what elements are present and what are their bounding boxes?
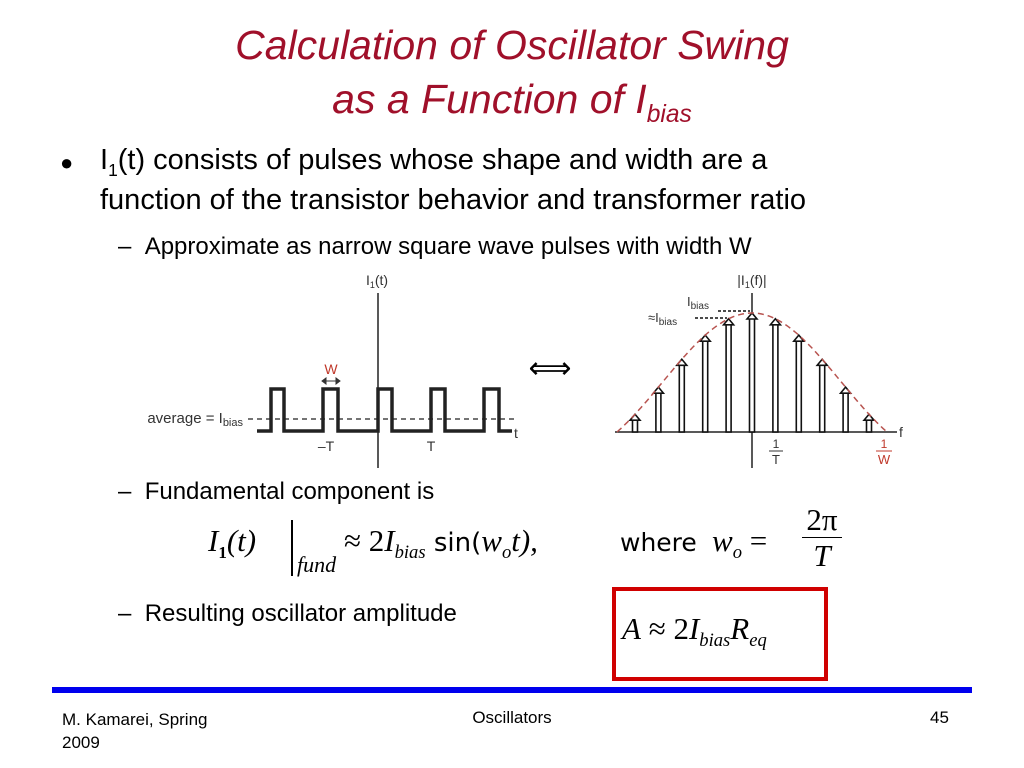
bullet-line2: function of the transistor behavior and … [100,184,807,216]
width-label: W [324,361,338,377]
dash: – [118,600,132,627]
footer-author-line1: M. Kamarei, Spring [62,710,208,729]
amp-approx: ≈ 2 [640,611,689,646]
sub-bullet-3: – Resulting oscillator amplitude [118,600,457,628]
pulse-train [257,387,512,433]
eq-fraction: 2π T [802,503,842,574]
tick-1-over-T: 1 T [769,437,783,467]
spectral-line [792,333,806,433]
svg-text:1: 1 [773,437,780,451]
spectral-line [651,385,666,433]
amp-R: R [730,611,750,646]
freq-ylabel: |I1(f)| [737,272,766,290]
spectral-line [862,412,876,433]
approx-label: ≈Ibias [648,310,677,328]
eq-where: where [620,528,697,557]
amp-A: A [622,611,641,646]
bullet-dot: ● [60,150,74,175]
sub-bullet-text: Approximate as narrow square wave pulses… [144,233,752,260]
footer-center: Oscillators [472,708,552,727]
svg-text:1: 1 [881,437,888,451]
spectral-line [815,358,829,433]
bullet-prefix-sub: 1 [108,159,118,180]
title-subscript: bias [646,101,692,129]
dash: – [118,478,132,505]
bullet-text: (t) consists of pulses whose shape and w… [117,144,768,176]
svg-text:W: W [878,452,891,467]
svg-text:T: T [772,452,780,467]
spectral-line [698,333,712,433]
freq-xlabel: f [899,424,903,440]
sub-bullet-2: – Fundamental component is [118,478,434,506]
tick-T: T [427,438,436,454]
amp-I-sub: bias [699,630,731,652]
time-xlabel: t [514,425,518,441]
slide-number: 45 [930,708,949,727]
slide-title-line2: as a Function of Ibias [0,76,1024,138]
eq-w2-sub: o [732,542,742,564]
eq-lhs-arg: (t) [226,523,257,558]
amp-I: I [688,611,700,646]
footer-rule [52,687,972,693]
time-ylabel: I1(t) [366,272,388,290]
sinc-envelope [616,312,888,433]
bullet-line1: I1(t) consists of pulses whose shape and… [100,144,767,181]
sub-bullet-1: – Approximate as narrow square wave puls… [118,233,752,261]
eq-w-sub: o [501,542,512,564]
width-arrow [321,377,341,385]
eq-rhs-I: I [384,523,395,558]
frac-bar [802,537,842,538]
frac-den: T [813,538,831,573]
footer-author-line2: 2009 [62,733,100,752]
eq-t: t), [511,523,538,558]
equation-amplitude: A ≈ 2IbiasReq [622,611,767,652]
eq-lhs-sub: 1 [218,543,227,563]
eq-equals: = [749,523,768,558]
eq-rhs-sub: bias [394,542,426,564]
footer-author: M. Kamarei, Spring 2009 [62,708,208,754]
tick-1-over-W: 1 W [876,437,892,467]
eq-w: w [481,523,502,558]
highlight-box [612,587,828,681]
slide-title-line1: Calculation of Oscillator Swing [235,22,789,68]
sub-bullet-text: Resulting oscillator amplitude [144,600,457,627]
average-label: average = Ibias [147,410,243,429]
eq-eval-sub: fund [297,552,337,577]
spectrum-lines [628,311,876,433]
eq-lhs: I [208,523,219,558]
frac-num: 2π [806,502,838,537]
equation-fundamental: I1(t) [208,523,256,563]
spectral-line [768,317,783,433]
amp-R-sub: eq [749,630,767,652]
eq-w2: w [712,523,733,558]
spectral-line [745,311,759,433]
title-text: as a Function of I [332,76,647,122]
tick-minus-T: –T [318,438,335,454]
eq-w-def: wo = [712,523,767,564]
dash: – [118,233,132,260]
equivalence-icon: ⟺ [528,352,571,385]
equation-rhs: ≈ 2Ibias sin(wot), [344,523,538,564]
eq-sin: sin( [425,528,482,558]
spectral-line [675,358,689,433]
evaluation-bar [291,520,293,576]
peak-label: Ibias [687,294,709,312]
sub-bullet-text: Fundamental component is [144,478,435,505]
bullet-prefix: I [100,144,109,176]
spectral-line [721,317,736,433]
spectral-line [838,385,853,433]
eq-rhs-pre: ≈ 2 [344,523,385,558]
